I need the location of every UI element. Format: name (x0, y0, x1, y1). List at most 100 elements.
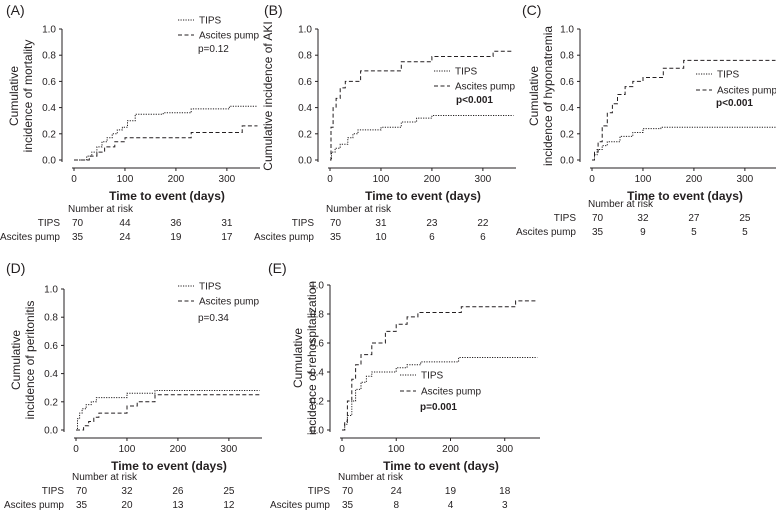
risk-value: 26 (172, 486, 184, 497)
y-tick-label: 0.8 (560, 51, 574, 62)
y-tick-label: 0.0 (310, 426, 324, 437)
risk-value: 35 (330, 232, 342, 243)
x-tick-label: 100 (635, 174, 652, 185)
y-tick-label: 0.0 (560, 156, 574, 167)
risk-value: 35 (72, 232, 84, 243)
series-line-ascites-pump (592, 59, 776, 161)
x-axis-label: Time to event (days) (383, 459, 499, 473)
y-tick-label: 0.2 (560, 129, 574, 140)
risk-value: 19 (445, 486, 457, 497)
legend-label: Ascites pump (421, 387, 481, 398)
p-value-annotation: p=0.001 (420, 402, 457, 413)
x-tick-label: 200 (170, 444, 187, 455)
x-tick-label: 100 (119, 444, 136, 455)
risk-value: 32 (637, 213, 649, 224)
risk-value: 17 (221, 232, 233, 243)
y-axis-label-line: incidence of hyponatremia (541, 26, 555, 166)
legend-label: TIPS (199, 282, 222, 293)
panel-label: (C) (522, 2, 541, 18)
risk-value: 24 (391, 486, 403, 497)
p-value-annotation: p<0.001 (716, 98, 753, 109)
risk-value: 13 (172, 500, 184, 511)
chart-svg: (A) 0.0 0.2 0.4 0.6 0.8 1.0 0 100 200 300 Time to e… (0, 2, 260, 243)
risk-table-heading: Number at risk (588, 199, 654, 210)
series-line-tips (342, 357, 538, 431)
y-tick-label: 0.4 (560, 103, 574, 114)
risk-value: 22 (477, 218, 489, 229)
risk-row-label: TIPS (42, 486, 65, 497)
risk-value: 70 (330, 218, 342, 229)
y-tick-label: 0.8 (298, 51, 312, 62)
risk-value: 25 (739, 213, 751, 224)
x-tick-label: 0 (327, 174, 333, 185)
risk-row-label: TIPS (308, 486, 331, 497)
risk-value: 5 (691, 227, 697, 238)
risk-value: 70 (592, 213, 604, 224)
risk-row-label: Ascites pump (4, 500, 64, 511)
y-tick-label: 0.0 (42, 156, 56, 167)
risk-value: 70 (342, 486, 354, 497)
x-tick-label: 300 (496, 444, 513, 455)
y-tick-label: 0.2 (298, 129, 312, 140)
x-tick-label: 200 (168, 174, 185, 185)
risk-row-label: Ascites pump (254, 232, 314, 243)
y-tick-label: 0.6 (310, 339, 324, 350)
y-tick-label: 0.8 (44, 313, 58, 324)
y-tick-label: 0.4 (44, 369, 58, 380)
risk-value: 23 (426, 218, 438, 229)
risk-row-label: Ascites pump (0, 232, 60, 243)
y-tick-label: 1.0 (298, 25, 312, 36)
x-axis-label: Time to event (days) (365, 189, 481, 203)
y-tick-label: 0.6 (560, 77, 574, 88)
y-tick-label: 0.4 (310, 368, 324, 379)
series-line-tips (74, 105, 258, 161)
chart-svg: (D) 0.0 0.2 0.4 0.6 0.8 1.0 0 100 200 300 Time to e… (4, 260, 262, 511)
risk-value: 3 (502, 500, 508, 511)
legend-label: Ascites pump (455, 82, 515, 93)
panel-e-rehospitalization: (E) 0.0 0.2 0.4 0.6 0.8 1.0 0 100 200 300 Time to e… (262, 258, 542, 517)
chart-svg: (C) 0.0 0.2 0.4 0.6 0.8 1.0 0 100 200 300 Time to e… (516, 2, 776, 238)
risk-value: 6 (429, 232, 435, 243)
x-tick-label: 100 (388, 444, 405, 455)
y-axis-label-line: Cumulative (9, 330, 23, 390)
risk-row-label: TIPS (38, 218, 61, 229)
series-line-tips (592, 126, 776, 161)
risk-row-label: Ascites pump (516, 227, 576, 238)
legend-label: TIPS (421, 371, 444, 382)
series-line-tips (76, 390, 260, 431)
risk-value: 10 (375, 232, 387, 243)
risk-row-label: Ascites pump (270, 500, 330, 511)
risk-value: 8 (393, 500, 399, 511)
x-tick-label: 0 (71, 174, 77, 185)
x-tick-label: 300 (219, 174, 236, 185)
y-tick-label: 0.8 (310, 310, 324, 321)
y-axis-label-line: incidence of mortality (21, 40, 35, 153)
y-axis-label: Cumulative incidence of AKI (261, 21, 275, 170)
x-axis-label: Time to event (days) (627, 189, 743, 203)
panel-label: (B) (264, 2, 283, 18)
x-axis-label: Time to event (days) (111, 459, 227, 473)
x-tick-label: 200 (686, 174, 703, 185)
risk-table-heading: Number at risk (338, 472, 404, 483)
risk-value: 27 (688, 213, 700, 224)
series-line-tips (330, 115, 514, 161)
y-axis-label-line: Cumulative incidence of AKI (261, 21, 275, 170)
y-axis-label: Cumulativeincidence of peritonitis (9, 301, 37, 420)
x-tick-label: 100 (373, 174, 390, 185)
y-tick-label: 0.8 (42, 51, 56, 62)
risk-table-heading: Number at risk (72, 472, 138, 483)
risk-row-label: TIPS (554, 213, 577, 224)
y-tick-label: 0.2 (310, 397, 324, 408)
risk-value: 35 (592, 227, 604, 238)
risk-value: 25 (223, 486, 235, 497)
series-line-ascites-pump (342, 300, 538, 431)
y-tick-label: 0.6 (44, 341, 58, 352)
x-tick-label: 0 (589, 174, 595, 185)
y-tick-label: 0.0 (298, 156, 312, 167)
legend-label: Ascites pump (199, 297, 259, 308)
risk-value: 5 (742, 227, 748, 238)
risk-value: 70 (76, 486, 88, 497)
risk-table-heading: Number at risk (326, 204, 392, 215)
p-value-annotation: p=0.34 (198, 313, 229, 324)
x-tick-label: 100 (117, 174, 134, 185)
